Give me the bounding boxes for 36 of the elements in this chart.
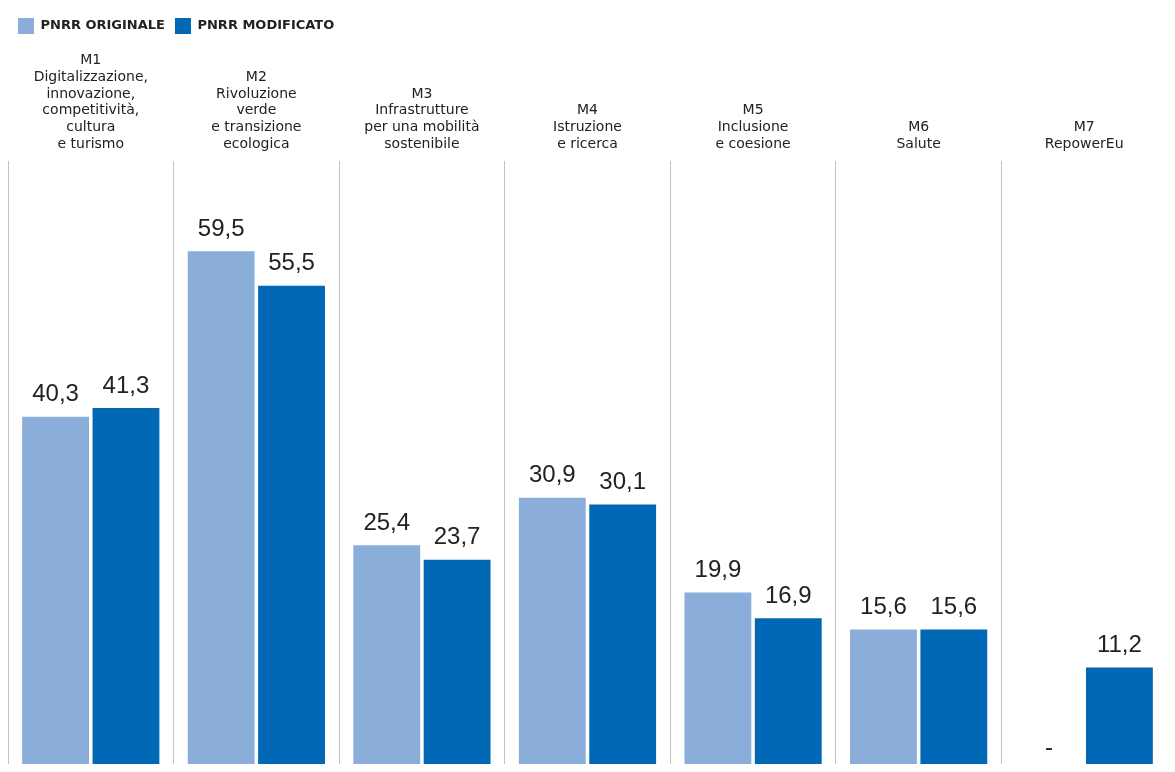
data-label: 41,3: [102, 370, 150, 398]
data-label: 23,7: [433, 522, 481, 550]
data-label: 55,5: [268, 248, 315, 276]
x-tick-label: M5 Inclusione e coesione: [715, 101, 791, 152]
data-label: 30,9: [528, 460, 576, 488]
data-label: 16,9: [764, 581, 812, 608]
bar: [423, 559, 491, 764]
data-label: 11,2: [1096, 630, 1142, 658]
legend-label: PNRR ORIGINALE: [40, 17, 165, 33]
bar: [187, 251, 255, 764]
bar: [353, 545, 421, 764]
bar: [92, 408, 160, 764]
data-label: 30,1: [599, 467, 647, 495]
bar: [1085, 667, 1153, 764]
legend-label: PNRR MODIFICATO: [197, 17, 335, 33]
x-tick-label: M7 RepowerEu: [1044, 118, 1124, 152]
bar: [754, 618, 822, 764]
text: -: [1045, 732, 1054, 760]
bar: [518, 497, 586, 764]
data-label: 40,3: [32, 379, 79, 407]
data-label: 19,9: [694, 555, 742, 583]
x-tick-label: M6 Salute: [896, 118, 941, 152]
data-label: 25,4: [363, 507, 411, 535]
bar: [684, 592, 752, 764]
x-tick-label: M3 Infrastrutture per una mobilità sostenibile: [364, 84, 480, 152]
bar: [850, 629, 917, 764]
bar: [920, 629, 988, 764]
data-label: 15,6: [930, 592, 978, 620]
bar: [22, 416, 90, 764]
x-tick-label: M4 Istruzione e ricerca: [553, 101, 622, 152]
data-label: 59,5: [197, 213, 245, 241]
x-tick-label: M1 Digitalizzazione, innovazione, competitività, cultura e turismo: [33, 51, 148, 152]
bar: [258, 285, 325, 764]
x-tick-label: M2 Rivoluzione verde e transizione ecologica: [211, 67, 302, 152]
data-label: 15,6: [860, 592, 907, 620]
bar: [589, 504, 657, 764]
